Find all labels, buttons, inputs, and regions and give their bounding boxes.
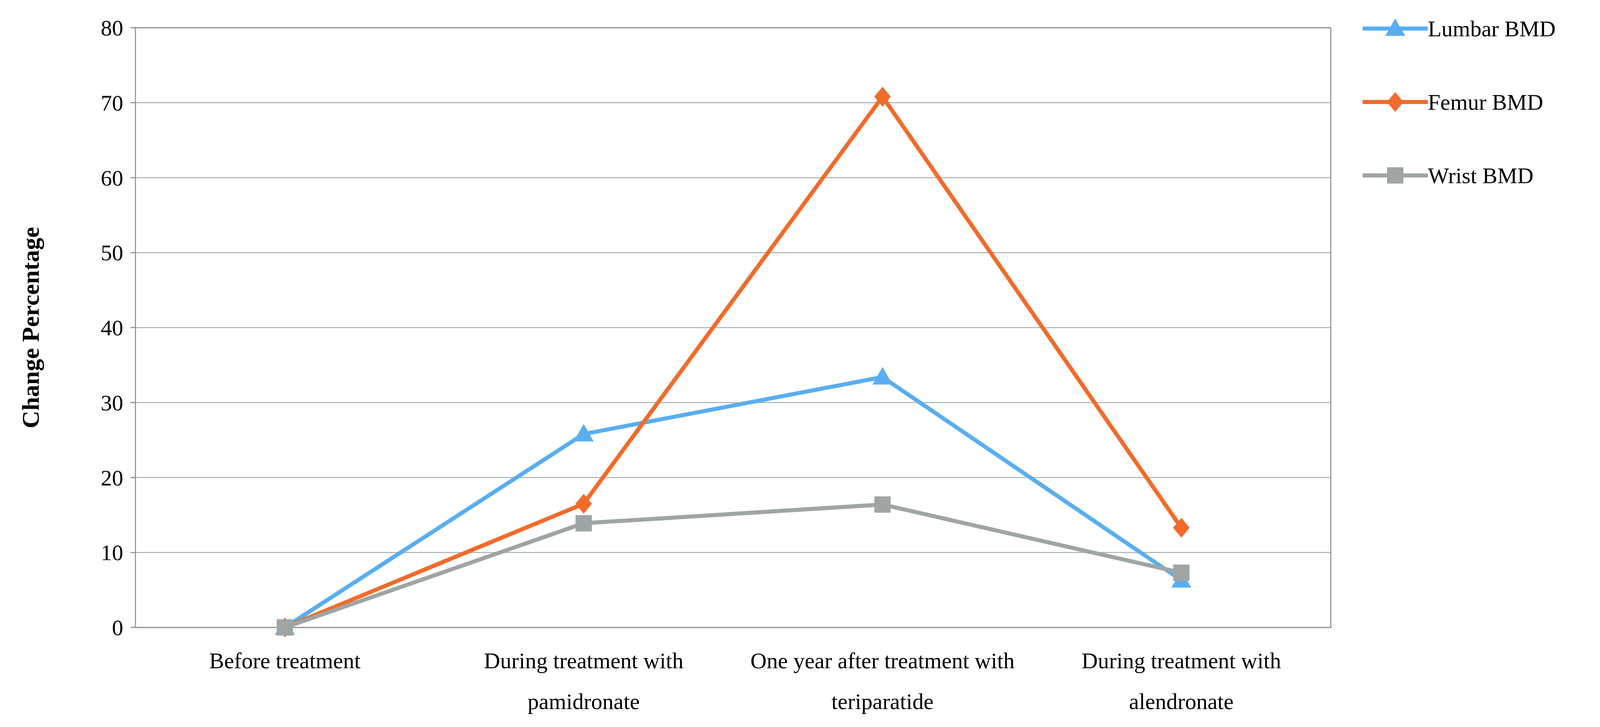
series-line xyxy=(284,504,1182,628)
tick-mark xyxy=(130,252,136,254)
data-point xyxy=(873,367,892,384)
tick-label: 60 xyxy=(100,165,124,191)
category-label-line: During treatment with xyxy=(483,648,684,674)
tick-label: 10 xyxy=(100,540,124,566)
data-point xyxy=(574,424,594,441)
data-point xyxy=(576,515,592,532)
legend-marker xyxy=(1387,92,1403,112)
category-label: During treatment with pamidronate xyxy=(483,648,684,714)
series-line xyxy=(284,96,1182,628)
chart: 0 10 20 30 40 50 60 70 80 Before treatment During … xyxy=(0,0,1600,727)
data-point xyxy=(576,494,592,514)
category-label-line: teriparatide xyxy=(831,689,934,714)
category-label-line: pamidronate xyxy=(527,689,640,714)
tick-label: 50 xyxy=(100,240,124,266)
category-label-line: Before treatment xyxy=(209,648,361,674)
tick-label: 0 xyxy=(112,615,124,641)
data-point xyxy=(1173,565,1190,581)
tick-label: 40 xyxy=(100,315,124,341)
legend-label: Femur BMD xyxy=(1427,89,1544,115)
series-group xyxy=(275,87,1191,637)
legend-label: Wrist BMD xyxy=(1427,163,1534,189)
tick-mark xyxy=(130,27,136,29)
tick-mark xyxy=(130,476,136,479)
grid-line xyxy=(135,327,1331,329)
tick-mark xyxy=(130,551,136,554)
data-point xyxy=(1173,518,1190,538)
tick-mark xyxy=(130,177,136,179)
category-label: One year after treatment with teriparatid… xyxy=(750,648,1015,714)
y-axis-label: Change Percentage xyxy=(17,226,45,429)
tick-mark xyxy=(130,327,136,329)
category-label-line: One year after treatment with xyxy=(750,648,1015,674)
tick-label: 70 xyxy=(100,90,124,116)
tick-label: 80 xyxy=(100,15,124,41)
legend-marker xyxy=(1385,19,1405,36)
series-line xyxy=(284,376,1182,628)
legend: Lumbar BMD Femur BMD Wrist BMD xyxy=(1362,16,1556,189)
grid-line xyxy=(135,551,1331,554)
tick-mark xyxy=(130,102,136,104)
legend-marker xyxy=(1387,167,1403,184)
grid-line xyxy=(135,402,1331,404)
category-label: During treatment with alendronate xyxy=(1081,648,1281,714)
data-point xyxy=(277,619,293,636)
category-label-line: alendronate xyxy=(1128,689,1234,714)
data-point xyxy=(277,618,293,637)
grid-line xyxy=(135,252,1331,254)
legend-label: Lumbar BMD xyxy=(1427,16,1556,42)
tick-mark xyxy=(130,627,136,629)
category-label-line: During treatment with xyxy=(1081,648,1281,674)
grid-line xyxy=(135,177,1331,179)
grid-line xyxy=(135,476,1331,479)
tick-label: 30 xyxy=(100,390,124,416)
data-point xyxy=(874,87,891,107)
grid-line xyxy=(135,102,1331,104)
tick-label: 20 xyxy=(100,465,124,491)
tick-mark xyxy=(130,402,136,404)
data-point xyxy=(874,496,891,513)
plot-frame xyxy=(135,27,1331,628)
category-label: Before treatment xyxy=(209,648,361,674)
